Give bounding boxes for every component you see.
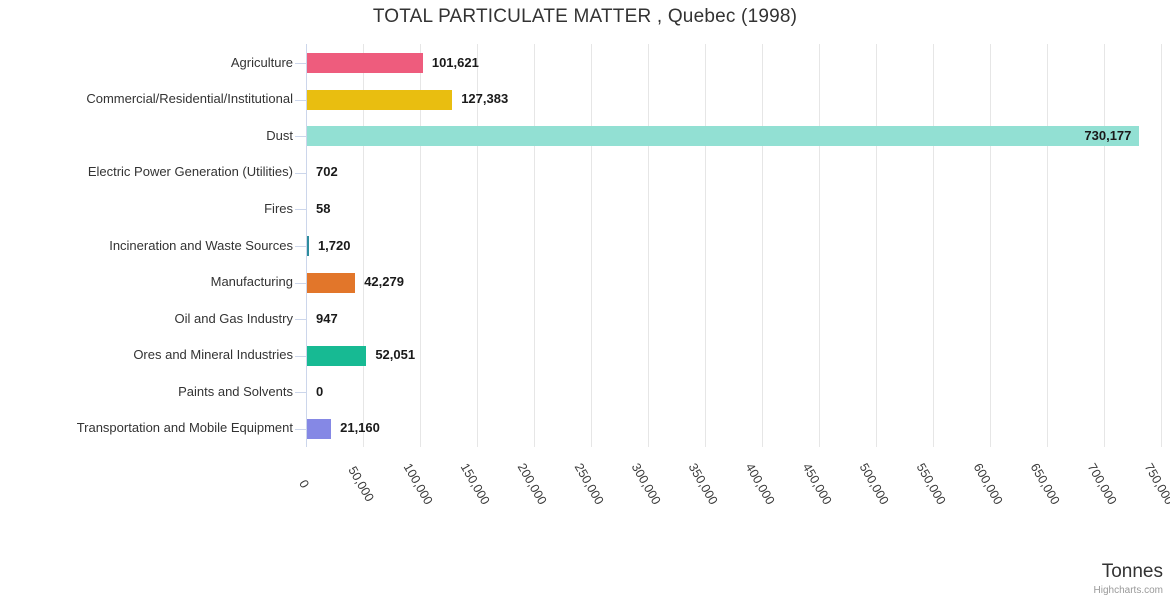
bar[interactable] [307,345,367,366]
grid-line [534,44,535,447]
grid-line [363,44,364,447]
category-tick [295,283,306,284]
category-label: Oil and Gas Industry [174,310,294,326]
x-axis-label: 350,000 [685,460,721,508]
category-tick [295,209,306,210]
grid-line [477,44,478,447]
value-label: 42,279 [364,274,404,290]
value-label: 0 [316,383,324,399]
x-axis-label: 250,000 [571,460,607,508]
grid-line [648,44,649,447]
x-axis-label: 400,000 [742,460,778,508]
grid-line [762,44,763,447]
value-label: 21,160 [340,420,380,436]
x-axis-label: 550,000 [913,460,949,508]
category-tick [295,136,306,137]
category-tick [295,100,306,101]
value-label: 702 [316,164,338,180]
value-label: 730,177 [1084,127,1132,143]
value-label: 101,621 [431,54,479,70]
grid-line [876,44,877,447]
category-label: Commercial/Residential/Institutional [86,91,293,107]
category-tick [295,392,306,393]
grid-line [1047,44,1048,447]
value-label: 127,383 [461,91,509,107]
category-axis-line [306,44,307,447]
x-axis-label: 600,000 [970,460,1006,508]
bar[interactable] [307,418,332,439]
category-tick [295,173,306,174]
value-label: 947 [316,310,338,326]
grid-line [1161,44,1162,447]
highcharts-credits-link[interactable]: Highcharts.com [1093,585,1163,596]
grid-line [591,44,592,447]
x-axis-label: 0 [296,477,312,491]
grid-line [705,44,706,447]
value-label: 1,720 [317,237,351,253]
x-axis-label: 750,000 [1141,460,1170,508]
value-label: 52,051 [375,347,416,363]
category-label: Incineration and Waste Sources [109,237,293,253]
category-label: Agriculture [230,54,293,70]
x-axis-label: 300,000 [628,460,664,508]
bar[interactable] [307,126,1140,147]
category-label: Transportation and Mobile Equipment [76,420,293,436]
category-tick [295,429,306,430]
category-label: Ores and Mineral Industries [133,347,293,363]
category-label: Manufacturing [210,274,293,290]
x-axis-label: 500,000 [856,460,892,508]
x-axis-label: 100,000 [400,460,436,508]
grid-line [420,44,421,447]
value-label: 58 [316,200,331,216]
bar[interactable] [307,272,356,293]
category-tick [295,319,306,320]
category-tick [295,356,306,357]
category-label: Fires [264,200,293,216]
x-axis-label: 50,000 [345,463,377,505]
chart-title: TOTAL PARTICULATE MATTER , Quebec (1998) [372,6,798,27]
x-axis-title: Tonnes [1101,561,1163,582]
x-axis-label: 650,000 [1027,460,1063,508]
grid-line [990,44,991,447]
category-label: Paints and Solvents [178,383,293,399]
category-tick [295,63,306,64]
grid-line [1104,44,1105,447]
category-label: Electric Power Generation (Utilities) [87,164,293,180]
x-axis-label: 200,000 [514,460,550,508]
category-tick [295,246,306,247]
bar[interactable] [307,53,423,74]
bar[interactable] [307,236,309,256]
category-label: Dust [266,127,293,143]
x-axis-label: 450,000 [799,460,835,508]
x-axis-label: 150,000 [457,460,493,508]
grid-line [819,44,820,447]
grid-line [933,44,934,447]
bar[interactable] [307,89,453,110]
x-axis-label: 700,000 [1084,460,1120,508]
